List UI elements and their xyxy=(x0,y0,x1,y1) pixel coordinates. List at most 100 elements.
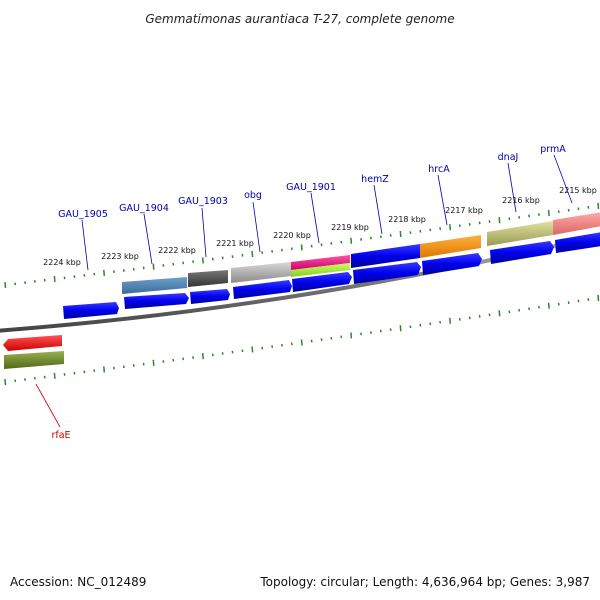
feature-gau1903[interactable] xyxy=(188,270,228,287)
cds-gau1901[interactable] xyxy=(292,272,352,292)
minor-tick xyxy=(379,235,382,239)
cds-dnaj[interactable] xyxy=(490,241,554,264)
leader-dnaj xyxy=(507,162,517,213)
minor-tick xyxy=(488,313,491,317)
feature-track-lower xyxy=(3,335,64,369)
minor-tick xyxy=(518,308,521,312)
gene-label-hemz[interactable]: hemZ xyxy=(361,174,389,185)
minor-tick xyxy=(73,371,76,375)
minor-tick xyxy=(419,229,422,233)
leader-gau1904 xyxy=(143,213,153,265)
leader-obg xyxy=(252,201,261,253)
minor-tick xyxy=(320,243,323,247)
minor-tick xyxy=(172,262,175,266)
minor-tick xyxy=(162,264,165,267)
minor-tick xyxy=(162,360,165,363)
cds-hrca[interactable] xyxy=(422,253,482,275)
feature-hemz[interactable] xyxy=(351,244,420,268)
major-tick xyxy=(4,378,7,386)
minor-tick xyxy=(290,247,293,251)
major-tick xyxy=(251,250,254,258)
leader-rfae xyxy=(35,383,61,428)
gene-label-gau1905[interactable]: GAU_1905 xyxy=(58,209,108,220)
gene-label-gau1903[interactable]: GAU_1903 xyxy=(178,196,228,207)
gene-label-hrca[interactable]: hrcA xyxy=(428,164,450,175)
feature-hrca[interactable] xyxy=(420,235,481,258)
major-tick xyxy=(201,257,204,264)
major-tick xyxy=(53,372,56,379)
minor-tick xyxy=(567,208,570,212)
cds-prma[interactable] xyxy=(555,232,600,253)
minor-tick xyxy=(122,365,125,369)
cds-gau1903[interactable] xyxy=(190,289,230,304)
minor-tick xyxy=(241,253,244,257)
cds-obg[interactable] xyxy=(233,280,292,299)
feature-gau1901-upper[interactable] xyxy=(291,255,350,270)
major-tick xyxy=(4,281,7,289)
leader-gau1905 xyxy=(81,219,89,271)
major-tick xyxy=(399,325,402,332)
minor-tick xyxy=(182,261,185,265)
minor-tick xyxy=(14,379,17,383)
minor-tick xyxy=(14,282,17,286)
gene-label-dnaj[interactable]: dnaJ xyxy=(498,152,519,163)
feature-gau1901-lower[interactable] xyxy=(291,263,350,277)
minor-tick xyxy=(192,260,195,264)
minor-tick xyxy=(24,281,27,285)
gene-label-obg[interactable]: obg xyxy=(244,190,262,201)
leader-gau1903 xyxy=(201,207,207,258)
minor-tick xyxy=(468,316,471,320)
minor-tick xyxy=(468,222,471,226)
major-tick xyxy=(300,339,303,346)
inner-scale xyxy=(4,294,600,386)
minor-tick xyxy=(271,345,274,349)
minor-tick xyxy=(429,322,432,326)
minor-tick xyxy=(409,325,412,329)
minor-tick xyxy=(369,236,372,240)
minor-tick xyxy=(587,205,590,209)
minor-tick xyxy=(33,376,36,380)
major-tick xyxy=(251,346,254,353)
cds-gau1904[interactable] xyxy=(124,293,189,309)
major-tick xyxy=(103,366,106,373)
cds-track xyxy=(63,232,600,319)
major-tick xyxy=(449,317,452,324)
minor-tick xyxy=(439,227,442,230)
minor-tick xyxy=(310,339,313,343)
minor-tick xyxy=(93,369,96,373)
minor-tick xyxy=(63,276,66,280)
minor-tick xyxy=(122,269,125,272)
feature-dnaj[interactable] xyxy=(487,221,553,246)
major-tick xyxy=(350,237,353,244)
cds-gau1905[interactable] xyxy=(63,302,119,319)
minor-tick xyxy=(211,353,214,357)
minor-tick xyxy=(33,280,36,283)
minor-tick xyxy=(132,364,135,367)
feature-rfae[interactable] xyxy=(4,351,64,369)
major-tick xyxy=(152,263,155,270)
label-leaders xyxy=(35,154,573,428)
feature-prma[interactable] xyxy=(553,212,600,235)
major-tick xyxy=(597,294,600,301)
gene-label-gau1901[interactable]: GAU_1901 xyxy=(286,182,336,193)
minor-tick xyxy=(63,373,66,376)
minor-tick xyxy=(43,375,46,379)
gene-label-gau1904[interactable]: GAU_1904 xyxy=(119,203,169,214)
minor-tick xyxy=(577,207,580,211)
minor-tick xyxy=(112,366,115,370)
minor-tick xyxy=(231,255,234,258)
minor-tick xyxy=(182,357,185,361)
gene-label-rfae[interactable]: rfaE xyxy=(51,430,70,441)
cds-hemz[interactable] xyxy=(353,262,421,284)
gene-label-prma[interactable]: prmA xyxy=(540,144,566,155)
major-tick xyxy=(152,359,155,366)
feature-obg[interactable] xyxy=(231,262,291,283)
minor-tick xyxy=(567,301,570,305)
major-tick xyxy=(498,310,501,317)
minor-tick xyxy=(518,215,521,219)
feature-gau1904[interactable] xyxy=(122,277,187,294)
minor-tick xyxy=(142,362,145,366)
minor-tick xyxy=(340,240,343,244)
cds-rfae[interactable] xyxy=(3,335,62,351)
